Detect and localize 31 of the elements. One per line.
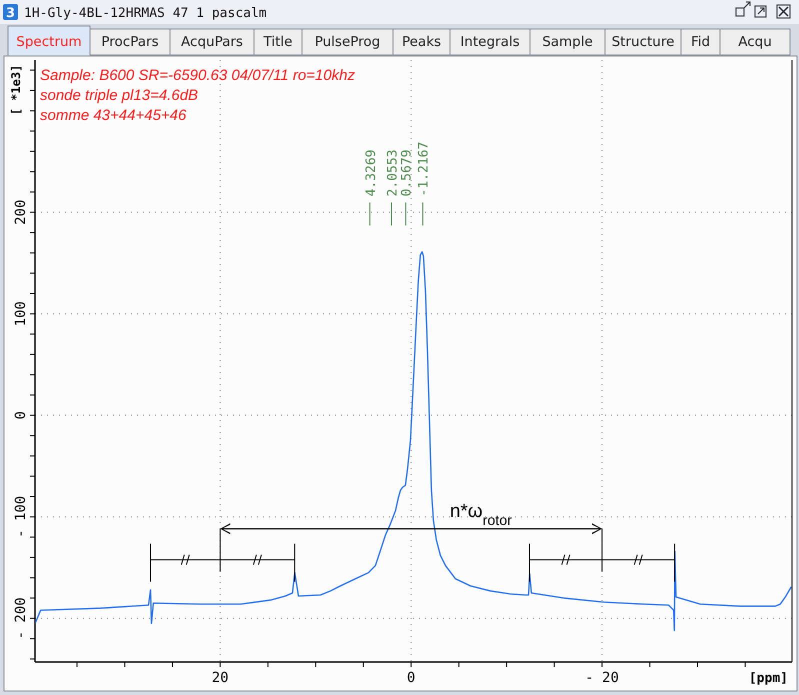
y-tick-label: 100 [13, 301, 29, 326]
text: Peaks [402, 34, 442, 50]
annotation: Sample: B600 SR=-6590.63 04/07/11 ro=10khz [40, 67, 356, 84]
annotation: 4.3269 [364, 150, 379, 196]
text: Sample [542, 34, 593, 50]
y-tick-label: - 200 [13, 597, 29, 640]
x-tick-label: 0 [406, 670, 416, 686]
x-axis-title: [ppm] [748, 671, 788, 686]
text: Spectrum [16, 34, 82, 50]
text: Structure [612, 34, 674, 50]
text: Acqu [738, 34, 772, 50]
annotation: 2.0553 [385, 150, 400, 196]
text: ProcPars [101, 34, 159, 50]
y-tick-label: 200 [13, 200, 29, 225]
x-tick-label: - 20 [585, 670, 619, 686]
annotation: 0.5679 [400, 150, 415, 196]
y-axis-title: [ *1e3] [9, 64, 23, 116]
text: Title [262, 34, 292, 50]
text: PulseProg [314, 34, 380, 50]
y-tick-label: 0 [13, 411, 29, 420]
annotation: sonde triple pl13=4.6dB [40, 87, 198, 104]
text: Integrals [460, 34, 520, 50]
text: AcquPars [181, 34, 243, 50]
text: 1H-Gly-4BL-12HRMAS 47 1 pascalm [24, 6, 267, 21]
annotation: n*ω$_{rotor}$ [450, 500, 512, 529]
x-tick-label: 20 [212, 670, 229, 686]
annotation: somme 43+44+45+46 [40, 107, 188, 124]
line-series [34, 251, 792, 632]
y-tick-label: - 100 [13, 496, 29, 538]
annotation: -1.2167 [416, 142, 432, 196]
text: Fid [690, 34, 710, 50]
